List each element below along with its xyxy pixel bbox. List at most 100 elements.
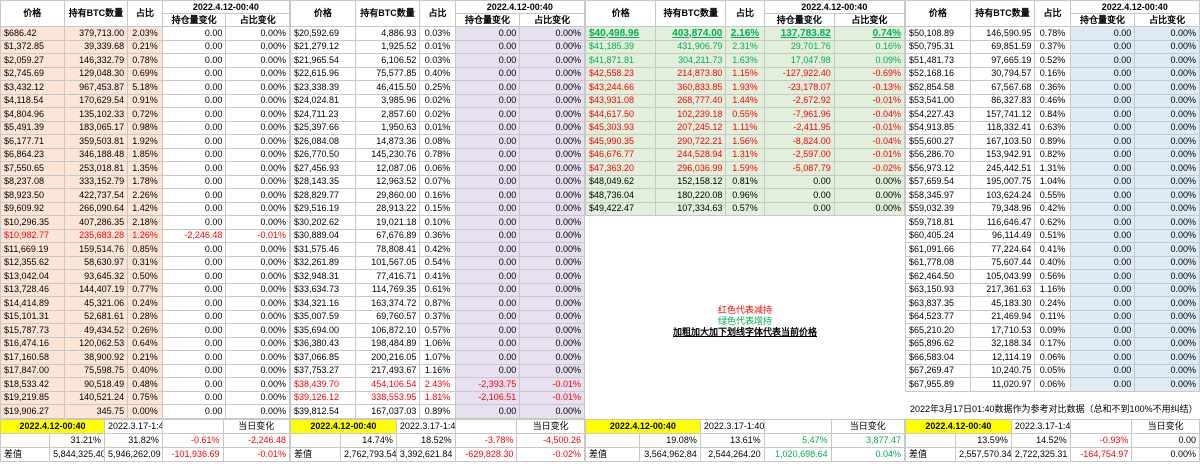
summary-table: 2022.4.12-00:40 2022.3.17-1:40 当日变化 13.59% 1… xyxy=(905,419,1200,462)
data-row: $53,541.00 86,327.83 0.46% 0.00 0.00% xyxy=(905,93,1200,108)
cell: $56,973.12 xyxy=(905,161,971,176)
cell: 0.00 xyxy=(161,296,227,311)
cell: 0.00 xyxy=(454,215,521,230)
data-row: $6,864.23 346,188.48 1.85% 0.00 0.00% xyxy=(0,147,290,162)
cell: 28,913.22 xyxy=(354,201,421,216)
cell: 0.00% xyxy=(225,282,290,297)
cell: $37,066.85 xyxy=(290,350,356,365)
data-row: $41,871.81 304,211.73 1.63% 17,047.98 0.09% xyxy=(584,53,906,68)
cell: 0.00% xyxy=(225,336,290,351)
cell: 407,286.35 xyxy=(63,215,129,230)
cell: 0.00% xyxy=(1134,26,1200,41)
summary-row: 14.74% 18.52% -3.78% -4,500.26 xyxy=(290,433,585,448)
cell: 0.00% xyxy=(519,215,585,230)
cell: $67,269.47 xyxy=(905,363,971,378)
cell: 0.00 xyxy=(1069,120,1136,135)
column-header: 持有BTC数量 xyxy=(655,0,727,27)
cell: 0.00 xyxy=(161,201,227,216)
cell: $49,422.47 xyxy=(584,201,657,216)
data-table: 价格 持有BTC数量 占比 2022.4.12-00:40 持仓量变化 占比变化 $40,4… xyxy=(584,0,906,216)
summary-cell: 2,544,264.20 xyxy=(699,447,765,462)
data-row: $13,728.46 144,407.19 0.77% 0.00 0.00% xyxy=(0,282,290,297)
cell: 0.00% xyxy=(225,215,290,230)
cell: 0.64% xyxy=(127,336,163,351)
cell: 0.00 xyxy=(1069,309,1136,324)
cell: 0.00% xyxy=(1134,282,1200,297)
cell: 0.54% xyxy=(419,255,456,270)
cell: 0.00% xyxy=(225,93,290,108)
cell: $21,279.12 xyxy=(290,39,356,54)
cell: 0.02% xyxy=(419,107,456,122)
cell: -0.01% xyxy=(833,147,906,162)
summary-cell: -3.78% xyxy=(454,433,518,448)
cell: 0.36% xyxy=(1034,80,1071,95)
cell: $36,380.43 xyxy=(290,336,356,351)
cell: 290,722.21 xyxy=(655,134,727,149)
empty-cell xyxy=(290,433,341,448)
cell: $48,049.62 xyxy=(584,174,657,189)
header-row: 价格 持有BTC数量 占比 2022.4.12-00:40 xyxy=(290,0,586,27)
cell: 0.91% xyxy=(127,93,163,108)
cell: -0.01% xyxy=(225,228,290,243)
header-row: 持仓量变化 占比变化 xyxy=(1,13,290,27)
cell: 1.44% xyxy=(725,93,765,108)
cell: 0.00% xyxy=(519,147,585,162)
cell: 346,188.48 xyxy=(63,147,129,162)
cell: $686.42 xyxy=(0,26,65,41)
cell: 1.85% xyxy=(127,147,163,162)
column-header: 持仓量变化 xyxy=(1069,13,1136,27)
column-header: 持仓量变化 xyxy=(454,13,521,27)
data-row: $43,931.08 268,777.40 1.44% -2,672.92 -0.01% xyxy=(584,93,906,108)
cell: 0.00 xyxy=(1069,323,1136,338)
cell: 107,334.63 xyxy=(655,201,727,216)
cell: 0.00 xyxy=(161,161,227,176)
cell: 0.00 xyxy=(454,282,521,297)
cell: $61,091.66 xyxy=(905,242,971,257)
cell: 0.00 xyxy=(454,147,521,162)
cell: 144,407.19 xyxy=(63,282,129,297)
column-header: 持有BTC数量 xyxy=(354,0,421,27)
cell: $56,286.70 xyxy=(905,147,971,162)
empty-cell xyxy=(1069,419,1133,434)
cell: 17,047.98 xyxy=(763,53,835,68)
cell: 0.01% xyxy=(419,39,456,54)
cell: 198,484.89 xyxy=(354,336,421,351)
column-header: 持仓量变化 xyxy=(763,13,835,27)
data-row: $39,812.54 167,037.03 0.89% 0.00 0.00% xyxy=(290,404,585,419)
cell: $18,533.42 xyxy=(0,377,65,392)
cell: $55,600.27 xyxy=(905,134,971,149)
cell: $62,464.50 xyxy=(905,269,971,284)
cell: $59,718.81 xyxy=(905,215,971,230)
cell: 0.00 xyxy=(1069,363,1136,378)
summary-row: 差值 2,762,793.54 3,392,621.84 -629,828.30 -0.… xyxy=(290,447,585,462)
cell: 359,503.81 xyxy=(63,134,129,149)
cell: 245,442.51 xyxy=(969,161,1036,176)
summary-cell: 当日变化 xyxy=(830,419,906,434)
header-row: 持仓量变化 占比变化 xyxy=(586,13,906,27)
cell: 0.00% xyxy=(225,269,290,284)
cell: 200,216.05 xyxy=(354,350,421,365)
data-row: $63,837.35 45,183.30 0.24% 0.00 0.00% xyxy=(905,296,1200,311)
header-row: 价格 持有BTC数量 占比 2022.4.12-00:40 xyxy=(0,0,291,27)
cell: -0.01% xyxy=(833,120,906,135)
data-row: $11,669.19 159,514.76 0.85% 0.00 0.00% xyxy=(0,242,290,257)
cell: 0.00% xyxy=(1134,188,1200,203)
data-row: $8,923.50 422,737.54 2.26% 0.00 0.00% xyxy=(0,188,290,203)
data-row: $54,227.43 157,741.12 0.84% 0.00 0.00% xyxy=(905,107,1200,122)
data-row: $32,948.31 77,416.71 0.41% 0.00 0.00% xyxy=(290,269,585,284)
cell: -0.04% xyxy=(833,107,906,122)
cell: 0.00% xyxy=(1134,147,1200,162)
data-row: $61,778.08 75,607.44 0.40% 0.00 0.00% xyxy=(905,255,1200,270)
column-header: 价格 xyxy=(905,0,971,27)
cell: 0.00% xyxy=(519,53,585,68)
cell: $40,498.96 xyxy=(584,26,657,41)
note-red: 红色代表减持 xyxy=(717,305,772,315)
cell: 304,211.73 xyxy=(655,53,727,68)
cell: 0.00% xyxy=(225,39,290,54)
cell: 0.55% xyxy=(1034,188,1071,203)
cell: 0.10% xyxy=(419,215,456,230)
data-row: $65,210.20 17,710.53 0.09% 0.00 0.00% xyxy=(905,323,1200,338)
cell: 0.00% xyxy=(519,363,585,378)
cell: 0.00% xyxy=(225,161,290,176)
summary-cell: 当日变化 xyxy=(516,419,585,434)
